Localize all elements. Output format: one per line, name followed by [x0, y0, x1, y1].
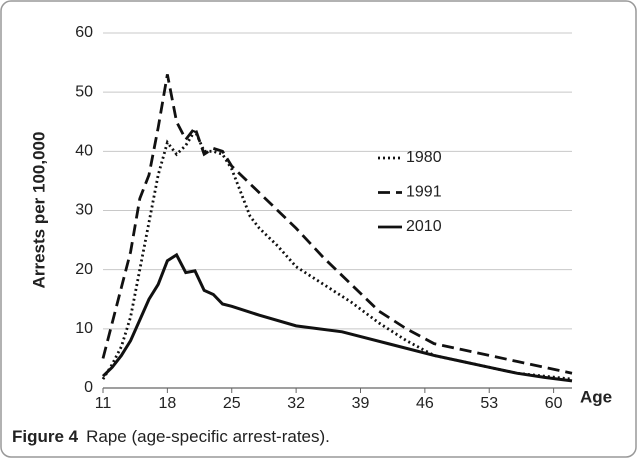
caption-label: Figure 4 [12, 427, 79, 446]
x-tick-label: 46 [416, 395, 434, 412]
y-tick-label: 20 [75, 261, 93, 278]
y-tick-label: 10 [75, 320, 93, 337]
y-tick-label: 50 [75, 83, 93, 100]
x-tick-label: 53 [480, 395, 498, 412]
x-tick-label: 25 [223, 395, 241, 412]
legend-label: 2010 [406, 218, 442, 235]
x-tick-label: 39 [352, 395, 370, 412]
series-line [101, 74, 573, 375]
y-tick-label: 30 [75, 202, 93, 219]
x-tick-label: 18 [158, 395, 176, 412]
x-tick-label: 60 [545, 395, 563, 412]
series-line [101, 252, 573, 383]
y-axis-label: Arrests per 100,000 [29, 132, 48, 289]
x-tick-label: 11 [95, 395, 112, 412]
y-tick-label: 60 [75, 24, 93, 41]
caption: Figure 4 Rape (age-specific arrest-rates)… [12, 427, 330, 446]
x-axis-label: Age [580, 387, 612, 406]
legend-label: 1991 [406, 184, 442, 201]
y-tick-label: 40 [75, 143, 93, 160]
series-line [101, 127, 573, 381]
x-tick-label: 32 [287, 395, 305, 412]
y-tick-label: 0 [84, 379, 93, 396]
legend-label: 1980 [406, 149, 442, 166]
caption-text: Rape (age-specific arrest-rates). [86, 427, 330, 446]
